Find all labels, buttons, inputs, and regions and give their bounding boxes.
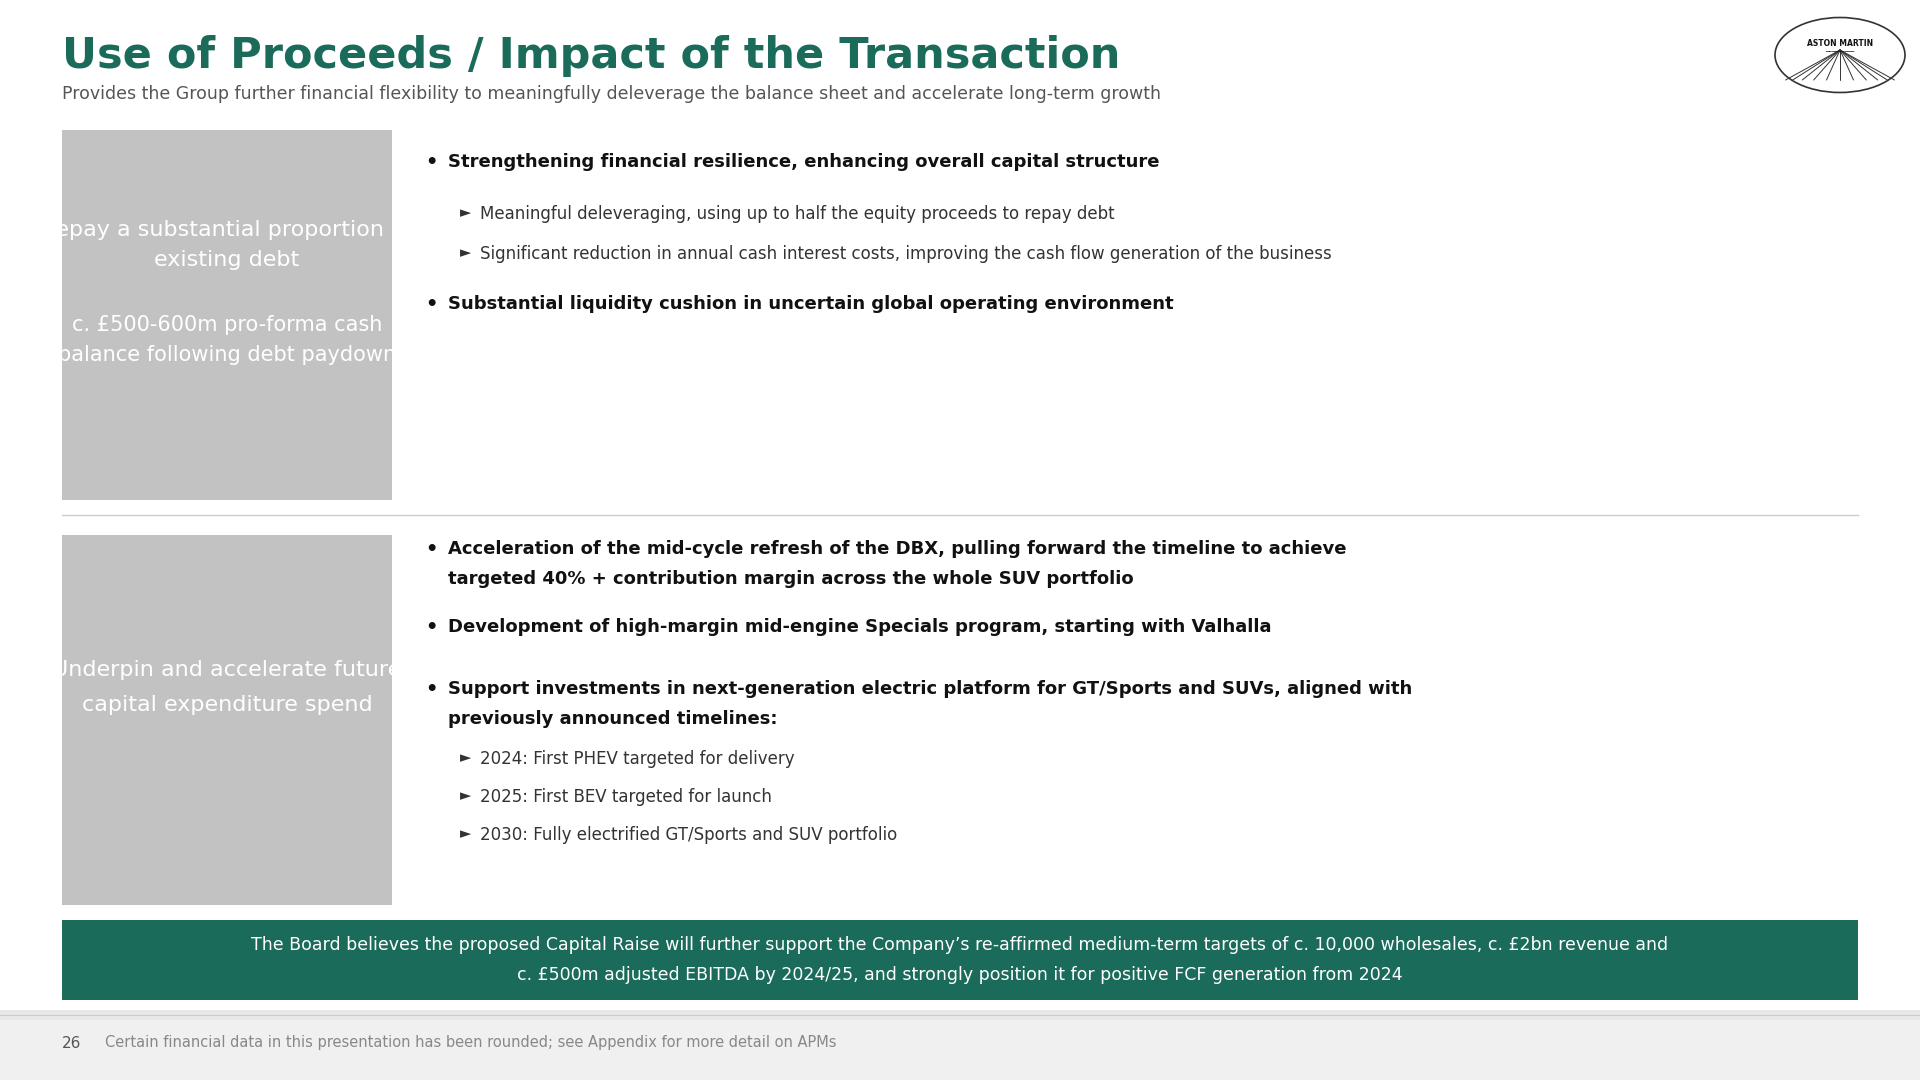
Text: 2024: First PHEV targeted for delivery: 2024: First PHEV targeted for delivery: [480, 750, 795, 768]
Text: existing debt: existing debt: [154, 249, 300, 270]
Text: ►: ►: [461, 788, 470, 804]
Ellipse shape: [1774, 17, 1905, 93]
FancyBboxPatch shape: [61, 920, 1859, 1000]
Text: Use of Proceeds / Impact of the Transaction: Use of Proceeds / Impact of the Transact…: [61, 35, 1121, 77]
Text: ►: ►: [461, 826, 470, 841]
Text: •: •: [424, 295, 438, 314]
Text: ─────────: ─────────: [1826, 50, 1855, 54]
Text: Significant reduction in annual cash interest costs, improving the cash flow gen: Significant reduction in annual cash int…: [480, 245, 1332, 264]
Text: ►: ►: [461, 750, 470, 765]
Text: Acceleration of the mid-cycle refresh of the DBX, pulling forward the timeline t: Acceleration of the mid-cycle refresh of…: [447, 540, 1346, 558]
Text: •: •: [424, 153, 438, 172]
Text: previously announced timelines:: previously announced timelines:: [447, 710, 778, 728]
Text: Strengthening financial resilience, enhancing overall capital structure: Strengthening financial resilience, enha…: [447, 153, 1160, 171]
Text: Development of high-margin mid-engine Specials program, starting with Valhalla: Development of high-margin mid-engine Sp…: [447, 618, 1271, 636]
Text: •: •: [424, 540, 438, 559]
Text: The Board believes the proposed Capital Raise will further support the Company’s: The Board believes the proposed Capital …: [252, 936, 1668, 954]
Text: ASTON MARTIN: ASTON MARTIN: [1807, 39, 1874, 48]
Text: Underpin and accelerate future: Underpin and accelerate future: [52, 660, 401, 680]
Text: targeted 40% + contribution margin across the whole SUV portfolio: targeted 40% + contribution margin acros…: [447, 570, 1133, 588]
Text: ►: ►: [461, 205, 470, 220]
Text: Repay a substantial proportion of: Repay a substantial proportion of: [40, 220, 413, 240]
FancyBboxPatch shape: [0, 1020, 1920, 1080]
Text: ►: ►: [461, 245, 470, 260]
Text: •: •: [424, 618, 438, 637]
Text: capital expenditure spend: capital expenditure spend: [83, 696, 372, 715]
FancyBboxPatch shape: [61, 130, 392, 500]
Text: Provides the Group further financial flexibility to meaningfully deleverage the : Provides the Group further financial fle…: [61, 85, 1162, 103]
Text: Support investments in next-generation electric platform for GT/Sports and SUVs,: Support investments in next-generation e…: [447, 680, 1413, 698]
Text: Substantial liquidity cushion in uncertain global operating environment: Substantial liquidity cushion in uncerta…: [447, 295, 1173, 313]
Text: c. £500-600m pro-forma cash: c. £500-600m pro-forma cash: [71, 315, 382, 335]
Text: Meaningful deleveraging, using up to half the equity proceeds to repay debt: Meaningful deleveraging, using up to hal…: [480, 205, 1116, 222]
Text: Certain financial data in this presentation has been rounded; see Appendix for m: Certain financial data in this presentat…: [106, 1036, 837, 1051]
FancyBboxPatch shape: [61, 535, 392, 905]
Text: balance following debt paydown: balance following debt paydown: [58, 345, 396, 365]
Text: 2025: First BEV targeted for launch: 2025: First BEV targeted for launch: [480, 788, 772, 806]
Text: 26: 26: [61, 1036, 81, 1051]
FancyBboxPatch shape: [0, 1010, 1920, 1080]
Text: •: •: [424, 680, 438, 699]
Text: 2030: Fully electrified GT/Sports and SUV portfolio: 2030: Fully electrified GT/Sports and SU…: [480, 826, 897, 843]
Text: c. £500m adjusted EBITDA by 2024/25, and strongly position it for positive FCF g: c. £500m adjusted EBITDA by 2024/25, and…: [516, 966, 1404, 984]
